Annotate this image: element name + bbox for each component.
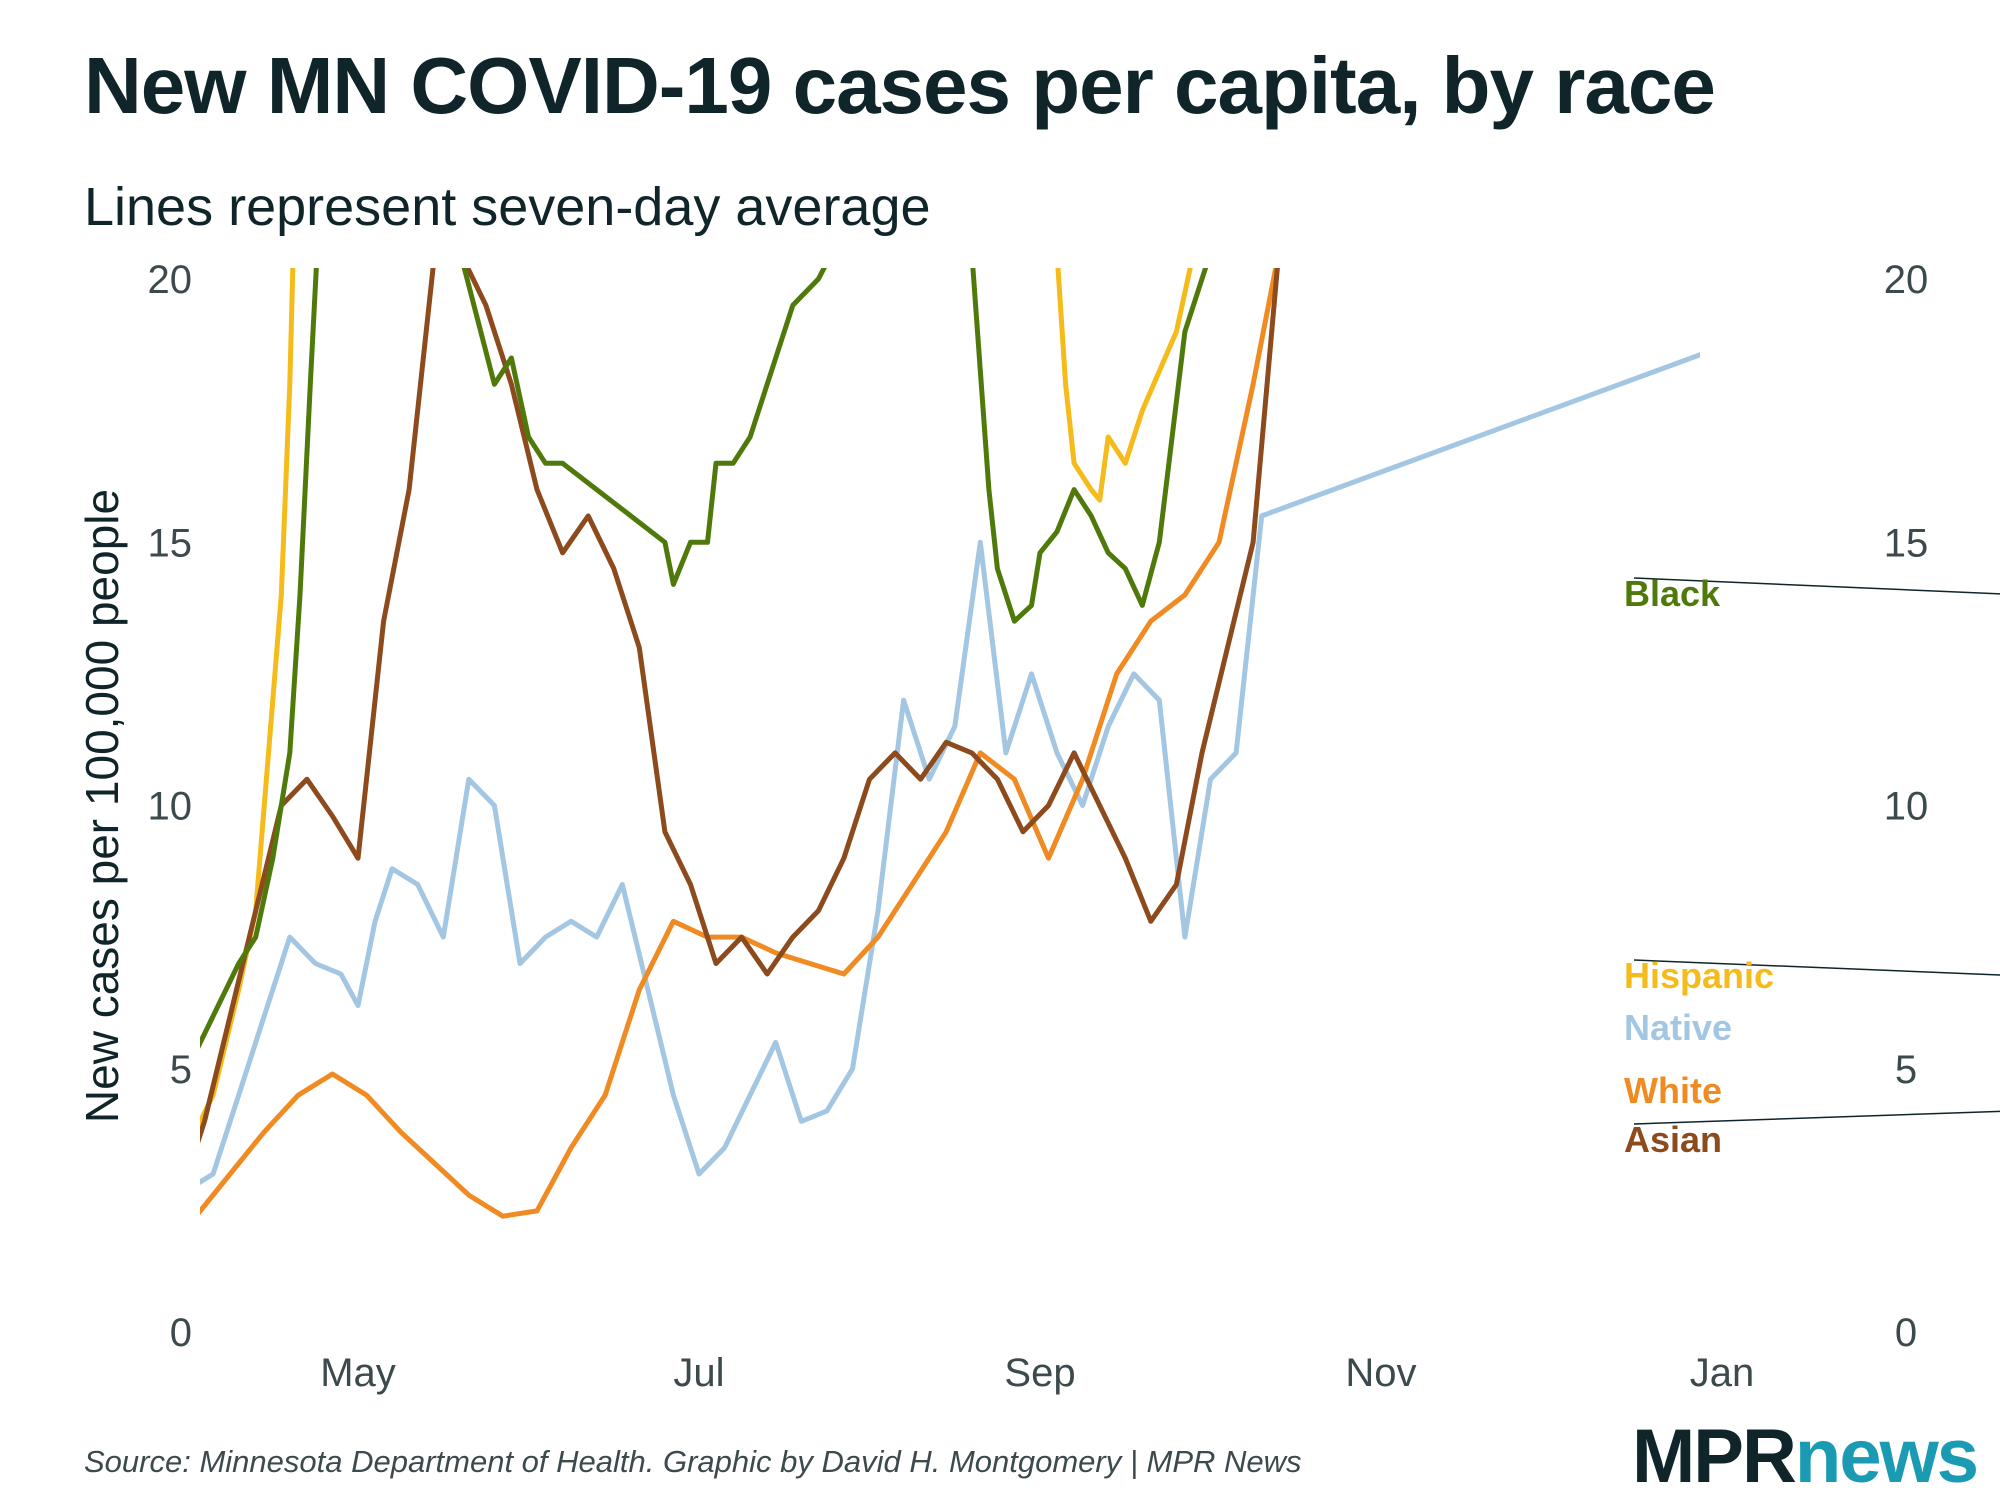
series-label-hispanic: Hispanic [1624,955,1774,996]
series-line-native [200,352,1700,1186]
y-tick-label-left: 0 [170,1311,192,1355]
series-leader-line-hispanic [1633,959,2000,976]
y-axis-label: New cases per 100,000 people [76,489,128,1123]
chart-subtitle: Lines represent seven-day average [84,177,931,237]
y-tick-label-right: 20 [1884,258,1929,302]
y-tick-label-right: 15 [1884,521,1929,565]
x-tick-label: Sep [1004,1351,1075,1395]
mpr-news-logo: MPRnews [1632,1413,1979,1500]
source-note: Source: Minnesota Department of Health. … [84,1444,1302,1479]
series-label-asian: Asian [1624,1119,1722,1160]
y-tick-label-left: 5 [170,1048,192,1092]
x-tick-label: Jul [673,1351,724,1395]
x-tick-label: Nov [1345,1351,1416,1395]
y-tick-label-right: 5 [1895,1048,1917,1092]
x-tick-label: May [320,1351,396,1395]
series-line-white [200,268,1279,1219]
y-axis-left: 0 5 10 15 20 [148,258,193,1355]
series-label-black: Black [1624,573,1721,614]
series-line-hispanic [200,268,1193,1128]
y-tick-label-left: 20 [148,258,193,302]
y-axis-right: 0 5 10 15 20 [1884,258,1929,1355]
series-label-native: Native [1624,1007,1732,1048]
logo-news-text: news [1794,1414,1979,1499]
y-tick-label-left: 15 [148,521,193,565]
y-tick-label-right: 0 [1895,1311,1917,1355]
series-leader-line-black [1633,577,2000,595]
y-tick-label-right: 10 [1884,785,1929,829]
series-line-asian [200,268,1280,1144]
series-lines [200,268,1700,1219]
x-axis: MayJulSepNovJanMarMayJulSep [320,1351,1755,1395]
series-label-white: White [1624,1070,1722,1111]
chart-title: New MN COVID-19 cases per capita, by rac… [84,41,1716,130]
series-labels: Black Hispanic Native White Asian [1624,573,2000,1160]
y-tick-label-left: 10 [148,785,193,829]
x-tick-label: Jan [1690,1351,1755,1395]
series-leader-line-asian [1633,1110,2000,1125]
logo-mpr-text: MPR [1632,1414,1797,1499]
